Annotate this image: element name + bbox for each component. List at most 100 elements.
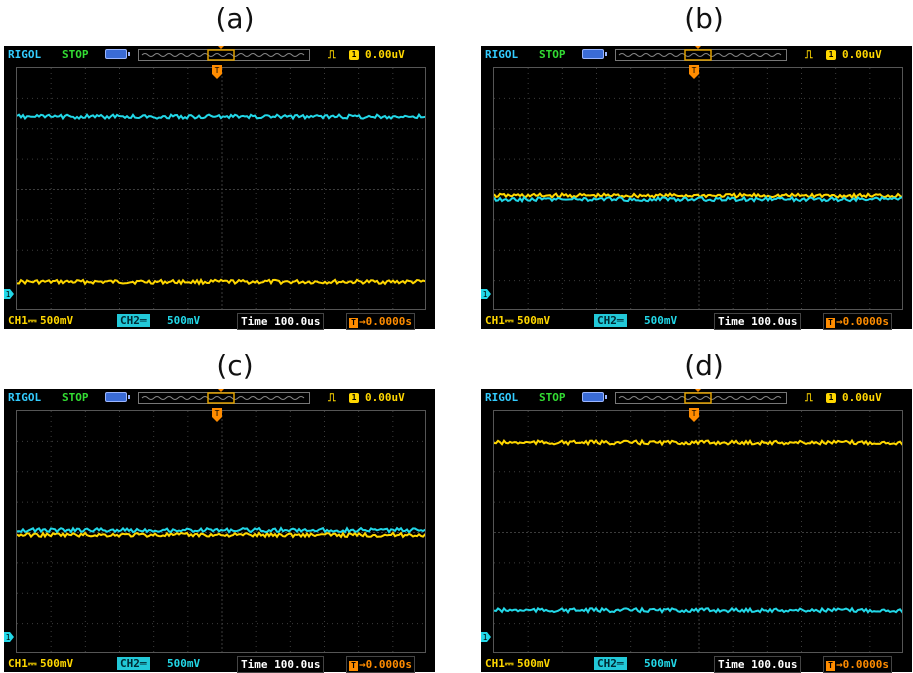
ch2-label: CH2═ <box>117 657 150 670</box>
trigger-offset-icon: T <box>826 661 835 671</box>
trigger-channel-badge: 1 <box>826 393 836 403</box>
trigger-offset-icon: T <box>349 661 358 671</box>
ch2-trace <box>494 195 902 204</box>
svg-text:1: 1 <box>483 290 488 299</box>
svg-text:T: T <box>215 409 220 418</box>
panel-label-b: (b) <box>684 2 724 35</box>
trigger-offset-icon: T <box>349 318 358 328</box>
svg-text:1: 1 <box>6 290 11 299</box>
trigger-offset-readout: T →0.0000s <box>346 313 415 330</box>
waveform-grid <box>493 67 903 310</box>
trigger-position-icon: T <box>212 65 222 79</box>
trigger-offset-value: →0.0000s <box>836 658 889 671</box>
ch1-ground-marker-icon: 1 <box>4 289 14 300</box>
ch1-scale: 500mV <box>517 314 551 327</box>
ch1-trace <box>494 438 902 447</box>
ch1-trace <box>17 277 425 286</box>
ch1-ground-marker-icon: 1 <box>481 632 491 643</box>
svg-text:T: T <box>692 66 697 75</box>
top-status-bar: RIGOL STOP ⎍ 1 0.00uV <box>4 46 435 64</box>
oscilloscope-screen-c: RIGOL STOP ⎍ 1 0.00uV T 1 CH1⎓ <box>4 389 435 673</box>
bottom-status-bar: CH1⎓ 500mV CH2═ 500mV Time 100.0us T →0.0… <box>481 655 912 673</box>
brand-label: RIGOL <box>485 391 519 404</box>
trigger-channel-badge: 1 <box>349 50 359 60</box>
time-label: Time <box>718 658 745 671</box>
run-status: STOP <box>539 391 566 404</box>
top-status-bar: RIGOL STOP ⎍ 1 0.00uV <box>4 389 435 407</box>
trigger-offset-readout: T →0.0000s <box>823 656 892 673</box>
top-status-bar: RIGOL STOP ⎍ 1 0.00uV <box>481 46 912 64</box>
waveform-grid <box>16 410 426 653</box>
trigger-edge-icon: ⎍ <box>328 48 336 61</box>
ch1-scale: 500mV <box>40 314 74 327</box>
trigger-level: 0.00uV <box>365 391 405 404</box>
trigger-offset-value: →0.0000s <box>359 315 412 328</box>
ch2-label: CH2═ <box>117 314 150 327</box>
bottom-status-bar: CH1⎓ 500mV CH2═ 500mV Time 100.0us T →0.0… <box>481 312 912 330</box>
waveform-grid <box>493 410 903 653</box>
ch1-label: CH1⎓ <box>8 657 37 670</box>
timebase-readout: Time 100.0us <box>714 313 802 330</box>
run-status: STOP <box>62 391 89 404</box>
svg-text:T: T <box>215 66 220 75</box>
svg-text:1: 1 <box>6 633 11 642</box>
ch1-scale: 500mV <box>40 657 74 670</box>
ch2-label: CH2═ <box>594 657 627 670</box>
oscilloscope-screen-d: RIGOL STOP ⎍ 1 0.00uV T 1 CH1⎓ <box>481 389 912 673</box>
timebase-readout: Time 100.0us <box>714 656 802 673</box>
trigger-level: 0.00uV <box>365 48 405 61</box>
memory-icon <box>582 392 607 402</box>
time-value: 100.0us <box>751 658 798 671</box>
time-label: Time <box>241 658 268 671</box>
ch2-scale: 500mV <box>644 657 678 670</box>
trigger-edge-icon: ⎍ <box>328 391 336 404</box>
svg-text:T: T <box>692 409 697 418</box>
brand-label: RIGOL <box>485 48 519 61</box>
top-status-bar: RIGOL STOP ⎍ 1 0.00uV <box>481 389 912 407</box>
ch1-label: CH1⎓ <box>8 314 37 327</box>
trigger-offset-value: →0.0000s <box>836 315 889 328</box>
waveform-overview-icon <box>615 46 787 61</box>
waveform-grid <box>16 67 426 310</box>
trigger-offset-icon: T <box>826 318 835 328</box>
trigger-level: 0.00uV <box>842 48 882 61</box>
ch1-ground-marker-icon: 1 <box>481 289 491 300</box>
memory-icon <box>582 49 607 59</box>
timebase-readout: Time 100.0us <box>237 313 325 330</box>
time-label: Time <box>241 315 268 328</box>
panel-label-a: (a) <box>215 2 255 35</box>
waveform-overview-icon <box>138 389 310 404</box>
oscilloscope-screen-b: RIGOL STOP ⎍ 1 0.00uV T 1 CH1⎓ <box>481 46 912 330</box>
time-label: Time <box>718 315 745 328</box>
waveform-overview-icon <box>615 389 787 404</box>
trigger-position-icon: T <box>689 408 699 422</box>
ch2-trace <box>494 606 902 614</box>
ch2-label: CH2═ <box>594 314 627 327</box>
trigger-channel-badge: 1 <box>349 393 359 403</box>
trigger-level: 0.00uV <box>842 391 882 404</box>
brand-label: RIGOL <box>8 391 42 404</box>
ch2-trace <box>17 526 425 534</box>
ch2-scale: 500mV <box>167 657 201 670</box>
ch1-scale: 500mV <box>517 657 551 670</box>
trigger-channel-badge: 1 <box>826 50 836 60</box>
trigger-offset-readout: T →0.0000s <box>346 656 415 673</box>
trigger-offset-readout: T →0.0000s <box>823 313 892 330</box>
ch1-ground-marker-icon: 1 <box>4 632 14 643</box>
ch2-trace <box>17 112 425 121</box>
ch1-trace <box>17 531 425 539</box>
brand-label: RIGOL <box>8 48 42 61</box>
memory-icon <box>105 49 130 59</box>
trigger-position-icon: T <box>212 408 222 422</box>
svg-text:1: 1 <box>483 633 488 642</box>
time-value: 100.0us <box>751 315 798 328</box>
bottom-status-bar: CH1⎓ 500mV CH2═ 500mV Time 100.0us T →0.0… <box>4 655 435 673</box>
ch1-trace <box>494 192 902 200</box>
oscilloscope-screen-a: RIGOL STOP ⎍ 1 0.00uV T 1 CH1⎓ <box>4 46 435 330</box>
waveform-overview-icon <box>138 46 310 61</box>
time-value: 100.0us <box>274 658 321 671</box>
run-status: STOP <box>62 48 89 61</box>
panel-label-d: (d) <box>684 349 724 382</box>
ch2-scale: 500mV <box>644 314 678 327</box>
trigger-edge-icon: ⎍ <box>805 48 813 61</box>
